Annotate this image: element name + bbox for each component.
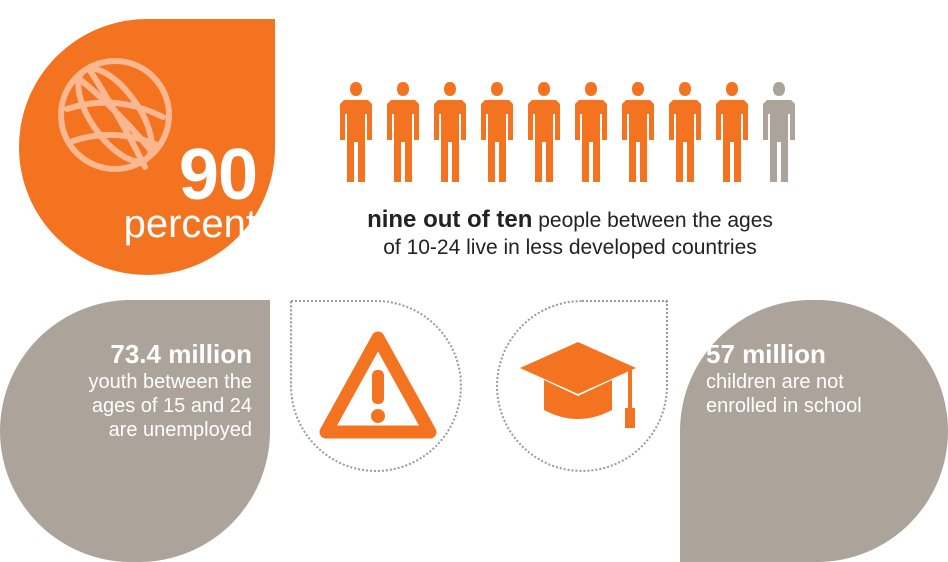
caption-highlight: nine out of ten — [367, 206, 533, 233]
person-icon-highlighted — [387, 82, 419, 182]
unemployment-value: 73.4 million — [110, 339, 252, 369]
caption-line-2: of 10-24 live in less developed countrie… — [383, 236, 757, 259]
person-icon-highlighted — [481, 82, 513, 182]
school-stat: 57 million children are not enrolled in … — [680, 300, 948, 562]
education-badge — [496, 300, 668, 472]
hero-number: 90 — [178, 135, 258, 215]
person-icon-highlighted — [716, 82, 748, 182]
graduation-cap-icon — [520, 342, 636, 428]
person-icon-highlighted — [528, 82, 560, 182]
person-icon — [763, 82, 795, 182]
unemployment-stat: 73.4 million youth between the ages of 1… — [0, 300, 270, 562]
hero-unit: percent — [123, 202, 257, 246]
person-icon-highlighted — [340, 82, 372, 182]
person-icon-highlighted — [669, 82, 701, 182]
people-caption: nine out of ten people between the ages … — [290, 206, 850, 261]
globe-icon — [58, 58, 172, 172]
warning-icon — [319, 331, 437, 439]
hero-stat: 90 percent — [19, 19, 275, 275]
school-text-2: enrolled in school — [706, 395, 862, 417]
school-text-1: children are not — [706, 371, 844, 393]
unemployment-text-2: ages of 15 and 24 — [91, 395, 252, 417]
person-icon-highlighted — [575, 82, 607, 182]
people-row — [336, 80, 806, 184]
person-icon-highlighted — [622, 82, 654, 182]
unemployment-text-1: youth between the — [88, 371, 252, 393]
school-value: 57 million — [706, 339, 826, 369]
unemployment-text-3: are unemployed — [108, 419, 252, 441]
person-icon-highlighted — [434, 82, 466, 182]
caption-line-1: people between the ages — [538, 209, 773, 232]
warning-badge — [290, 300, 462, 472]
